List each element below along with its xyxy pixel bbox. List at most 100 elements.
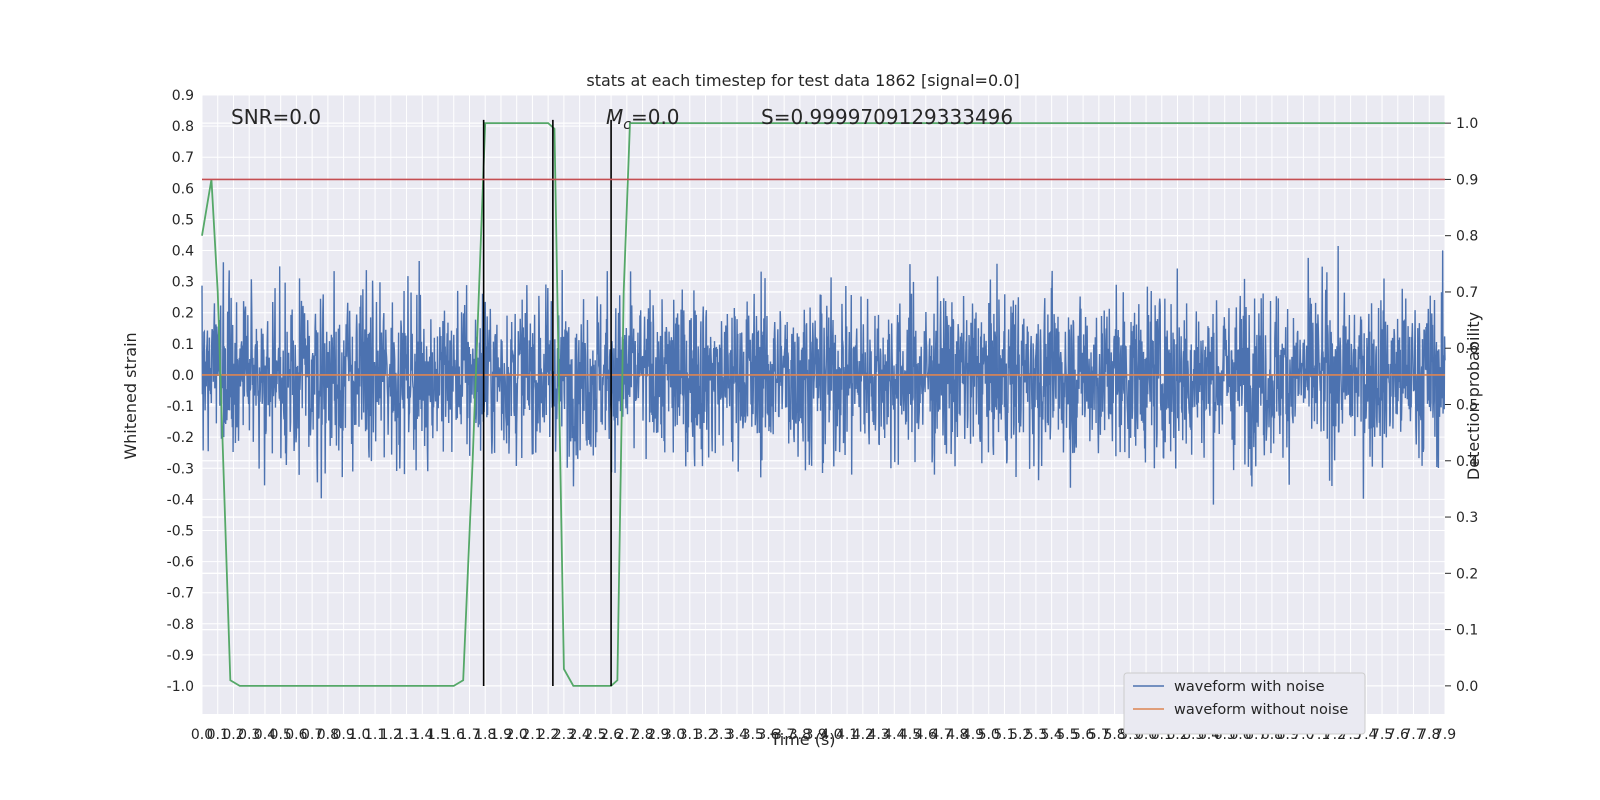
x-tick-label: 7.9 bbox=[1434, 727, 1456, 743]
y2-tick-label: 0.0 bbox=[1456, 679, 1478, 695]
x-tick-label: 2.9 bbox=[647, 727, 669, 743]
annotation-mc-subscript: c bbox=[623, 117, 631, 133]
y-tick-label: 0.6 bbox=[172, 181, 194, 197]
x-tick-label: 4.8 bbox=[946, 727, 968, 743]
x-tick-label: 0.8 bbox=[317, 727, 339, 743]
y2-tick-label: 0.2 bbox=[1456, 566, 1478, 582]
x-tick-label: 4.3 bbox=[867, 727, 889, 743]
y-tick-label: -0.5 bbox=[167, 523, 194, 539]
x-tick-label: 3.0 bbox=[663, 727, 685, 743]
x-tick-label: 0.4 bbox=[254, 727, 276, 743]
x-tick-label: 3.1 bbox=[679, 727, 701, 743]
x-tick-label: 0.3 bbox=[238, 727, 260, 743]
x-tick-label: 0.1 bbox=[207, 727, 229, 743]
series-detection-probability bbox=[201, 122, 1445, 687]
y2-tick-label: 0.1 bbox=[1456, 623, 1478, 639]
x-tick-label: 5.3 bbox=[1025, 727, 1047, 743]
x-tick-label: 0.7 bbox=[301, 727, 323, 743]
x-tick-label: 5.2 bbox=[1009, 727, 1031, 743]
x-tick-label: 4.2 bbox=[852, 727, 874, 743]
x-tick-label: 3.3 bbox=[710, 727, 732, 743]
annotation-chirp-mass: Mc=0.0 bbox=[606, 105, 680, 133]
legend-label-noise: waveform with noise bbox=[1174, 679, 1325, 695]
waveform-with-noise-line bbox=[201, 245, 1446, 505]
y-tick-label: 0.4 bbox=[172, 244, 194, 260]
y-tick-label: 0.9 bbox=[172, 88, 194, 104]
x-tick-label: 0.2 bbox=[222, 727, 244, 743]
x-tick-label: 5.5 bbox=[1056, 727, 1078, 743]
y2-tick-label: 0.3 bbox=[1456, 510, 1478, 526]
y-tick-label: -1.0 bbox=[167, 679, 194, 695]
x-tick-label: 3.2 bbox=[694, 727, 716, 743]
x-tick-label: 4.9 bbox=[962, 727, 984, 743]
y2-tick-label: 0.5 bbox=[1456, 398, 1478, 414]
annotation-mc-symbol: M bbox=[606, 105, 623, 129]
y2-tick-label: 0.6 bbox=[1456, 341, 1478, 357]
x-tick-label: 4.7 bbox=[930, 727, 952, 743]
y2-tick-label: 0.9 bbox=[1456, 172, 1478, 188]
detection-probability-line bbox=[201, 122, 1445, 687]
x-tick-label: 0.0 bbox=[191, 727, 213, 743]
annotation-snr: SNR=0.0 bbox=[231, 105, 321, 129]
x-tick-label: 5.1 bbox=[993, 727, 1015, 743]
x-tick-label: 3.5 bbox=[742, 727, 764, 743]
y-tick-label: 0.8 bbox=[172, 119, 194, 135]
y-tick-label: -0.8 bbox=[167, 617, 194, 633]
y-tick-label: 0.7 bbox=[172, 150, 194, 166]
annotation-mc-value: =0.0 bbox=[631, 105, 680, 129]
y-axis-label: Whitened strain bbox=[121, 332, 140, 459]
y-tick-label: -0.2 bbox=[167, 430, 194, 446]
x-tick-label: 5.0 bbox=[978, 727, 1000, 743]
x-tick-label: 4.5 bbox=[899, 727, 921, 743]
y2-tick-label: 1.0 bbox=[1456, 116, 1478, 132]
y-tick-label: 0.1 bbox=[172, 337, 194, 353]
series-waveform-with-noise bbox=[201, 245, 1446, 505]
x-tick-label: 3.8 bbox=[789, 727, 811, 743]
x-tick-label: 1.8 bbox=[474, 727, 496, 743]
x-tick-label: 3.7 bbox=[773, 727, 795, 743]
y-tick-label: -0.9 bbox=[167, 648, 194, 664]
x-tick-label: 2.7 bbox=[616, 727, 638, 743]
y-tick-label: -0.4 bbox=[167, 492, 194, 508]
x-tick-label: 2.6 bbox=[600, 727, 622, 743]
x-tick-label: 2.2 bbox=[537, 727, 559, 743]
x-tick-label: 0.5 bbox=[270, 727, 292, 743]
x-tick-label: 2.8 bbox=[631, 727, 653, 743]
x-tick-label: 1.6 bbox=[443, 727, 465, 743]
x-tick-label: 1.1 bbox=[364, 727, 386, 743]
x-tick-label: 4.4 bbox=[883, 727, 905, 743]
y2-tick-label: 0.4 bbox=[1456, 454, 1478, 470]
x-tick-label: 7.8 bbox=[1418, 727, 1440, 743]
y-tick-label: -0.6 bbox=[167, 555, 194, 571]
y2-tick-label: 0.7 bbox=[1456, 285, 1478, 301]
x-tick-label: 7.5 bbox=[1371, 727, 1393, 743]
x-tick-label: 0.6 bbox=[285, 727, 307, 743]
x-tick-label: 1.4 bbox=[411, 727, 433, 743]
x-tick-label: 7.7 bbox=[1402, 727, 1424, 743]
y2-tick-label: 0.8 bbox=[1456, 229, 1478, 245]
annotation-s: S=0.9999709129333496 bbox=[761, 105, 1013, 129]
x-tick-label: 3.6 bbox=[757, 727, 779, 743]
x-tick-label: 1.2 bbox=[380, 727, 402, 743]
y-tick-label: -0.3 bbox=[167, 461, 194, 477]
y2-tick-labels: 1.0 0.9 0.8 0.7 0.6 0.5 0.4 0.3 0.2 0.1 0.0 bbox=[1445, 116, 1478, 695]
y-tick-label: 0.3 bbox=[172, 275, 194, 291]
y-tick-labels: 0.9 0.8 0.7 0.6 0.5 0.4 0.3 0.2 0.1 0.0 -0.1 -0.2 -0… bbox=[167, 88, 194, 695]
x-tick-label: 1.3 bbox=[395, 727, 417, 743]
x-tick-label: 7.6 bbox=[1387, 727, 1409, 743]
x-tick-label: 2.5 bbox=[584, 727, 606, 743]
chart-title: stats at each timestep for test data 186… bbox=[586, 71, 1019, 90]
legend-box bbox=[1123, 672, 1366, 735]
y2-axis-label: Detection probability bbox=[1464, 312, 1483, 480]
x-tick-label: 1.9 bbox=[490, 727, 512, 743]
x-axis-label: Time (s) bbox=[769, 730, 835, 749]
x-tick-label: 1.5 bbox=[427, 727, 449, 743]
x-tick-label: 3.9 bbox=[805, 727, 827, 743]
x-tick-label: 5.7 bbox=[1088, 727, 1110, 743]
vertical-markers bbox=[482, 119, 612, 687]
y-tick-label: -0.7 bbox=[167, 586, 194, 602]
x-tick-label: 2.4 bbox=[568, 727, 590, 743]
x-tick-label: 5.4 bbox=[1041, 727, 1063, 743]
x-tick-label: 2.3 bbox=[553, 727, 575, 743]
